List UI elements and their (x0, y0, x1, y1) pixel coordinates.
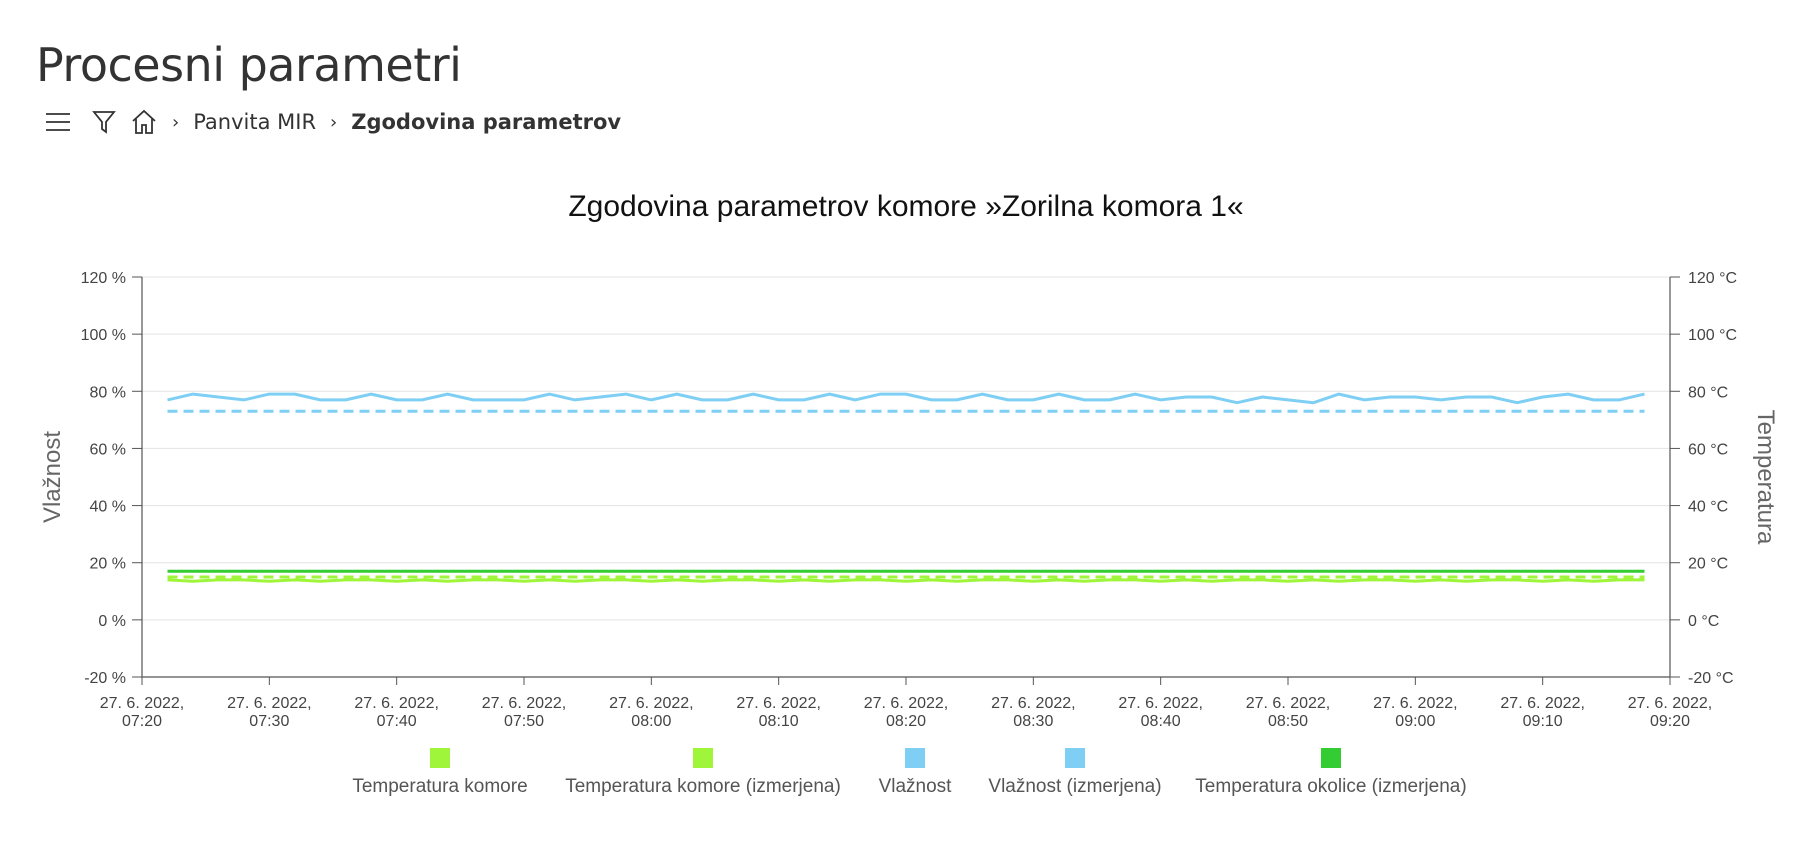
x-tick-label-time: 08:30 (1013, 713, 1053, 730)
legend-swatch (905, 748, 925, 768)
y-left-tick-label: -20 % (84, 670, 126, 687)
x-tick-label-date: 27. 6. 2022, (482, 695, 567, 712)
x-tick-label-date: 27. 6. 2022, (227, 695, 312, 712)
y-right-tick-label: 120 °C (1688, 270, 1737, 287)
y-right-tick-label: 60 °C (1688, 441, 1728, 458)
y-right-tick-label: 80 °C (1688, 384, 1728, 401)
y-right-tick-label: 0 °C (1688, 613, 1719, 630)
legend-swatch (693, 748, 713, 768)
chart-container: Zgodovina parametrov komore »Zorilna kom… (0, 180, 1812, 820)
x-tick-label-date: 27. 6. 2022, (1373, 695, 1458, 712)
x-tick-label-time: 08:20 (886, 713, 926, 730)
chart-title: Zgodovina parametrov komore »Zorilna kom… (568, 190, 1243, 223)
filter-icon[interactable] (90, 108, 118, 136)
x-tick-label-date: 27. 6. 2022, (100, 695, 185, 712)
x-tick-label-time: 08:00 (631, 713, 671, 730)
x-tick-label-time: 07:50 (504, 713, 544, 730)
legend-swatch (1065, 748, 1085, 768)
y-left-tick-label: 0 % (98, 613, 126, 630)
x-tick-label-time: 09:10 (1523, 713, 1563, 730)
x-tick-label-date: 27. 6. 2022, (609, 695, 694, 712)
x-tick-label-date: 27. 6. 2022, (1500, 695, 1585, 712)
home-icon[interactable] (130, 108, 158, 136)
x-tick-label-time: 08:40 (1141, 713, 1181, 730)
x-tick-label-time: 07:40 (377, 713, 417, 730)
legend-label: Temperatura okolice (izmerjena) (1195, 776, 1466, 797)
x-tick-label-date: 27. 6. 2022, (1628, 695, 1713, 712)
chart-svg: Zgodovina parametrov komore »Zorilna kom… (39, 190, 1779, 797)
toolbar: › Panvita MIR › Zgodovina parametrov (44, 104, 621, 140)
y-left-tick-label: 80 % (90, 384, 126, 401)
y-right-tick-label: -20 °C (1688, 670, 1734, 687)
page-title: Procesni parametri (36, 38, 462, 92)
chevron-right-icon: › (172, 111, 180, 133)
x-tick-label-date: 27. 6. 2022, (354, 695, 439, 712)
y-right-axis-label: Temperatura (1752, 410, 1779, 545)
legend-label: Vlažnost (izmerjena) (988, 776, 1161, 797)
y-right-tick-label: 20 °C (1688, 556, 1728, 573)
y-left-tick-label: 100 % (81, 327, 126, 344)
y-left-tick-label: 120 % (81, 270, 126, 287)
series-line-3 (167, 392, 1645, 405)
y-left-axis-label: Vlažnost (39, 431, 66, 523)
x-tick-label-time: 07:20 (122, 713, 162, 730)
legend-label: Vlažnost (879, 776, 953, 797)
legend-swatch (1321, 748, 1341, 768)
y-left-tick-label: 60 % (90, 441, 126, 458)
x-tick-label-date: 27. 6. 2022, (1246, 695, 1331, 712)
x-tick-label-time: 09:20 (1650, 713, 1690, 730)
x-tick-label-date: 27. 6. 2022, (864, 695, 949, 712)
x-tick-label-time: 08:10 (759, 713, 799, 730)
legend-label: Temperatura komore (352, 776, 527, 797)
x-tick-label-date: 27. 6. 2022, (1118, 695, 1203, 712)
breadcrumb-item-panvita[interactable]: Panvita MIR (193, 110, 317, 134)
series-line-1 (167, 578, 1645, 583)
legend-label: Temperatura komore (izmerjena) (565, 776, 841, 797)
legend-swatch (430, 748, 450, 768)
y-right-tick-label: 100 °C (1688, 327, 1737, 344)
y-left-tick-label: 20 % (90, 556, 126, 573)
chevron-right-icon: › (330, 111, 338, 133)
y-right-tick-label: 40 °C (1688, 499, 1728, 516)
x-tick-label-time: 08:50 (1268, 713, 1308, 730)
x-tick-label-time: 09:00 (1395, 713, 1435, 730)
hamburger-menu-icon[interactable] (44, 108, 72, 136)
x-tick-label-date: 27. 6. 2022, (736, 695, 821, 712)
x-tick-label-date: 27. 6. 2022, (991, 695, 1076, 712)
breadcrumb-item-current: Zgodovina parametrov (351, 110, 622, 134)
y-left-tick-label: 40 % (90, 499, 126, 516)
x-tick-label-time: 07:30 (249, 713, 289, 730)
